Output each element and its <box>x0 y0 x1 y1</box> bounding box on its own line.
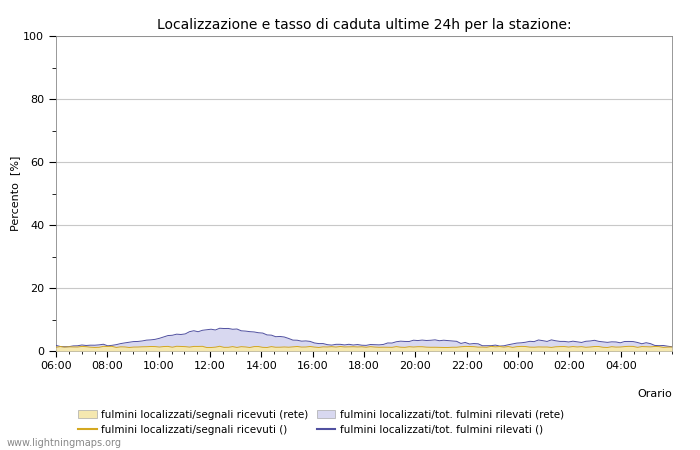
Legend: fulmini localizzati/segnali ricevuti (rete), fulmini localizzati/segnali ricevut: fulmini localizzati/segnali ricevuti (re… <box>78 410 564 435</box>
Text: Orario: Orario <box>637 389 672 399</box>
Y-axis label: Percento  [%]: Percento [%] <box>10 156 20 231</box>
Text: www.lightningmaps.org: www.lightningmaps.org <box>7 438 122 448</box>
Title: Localizzazione e tasso di caduta ultime 24h per la stazione:: Localizzazione e tasso di caduta ultime … <box>157 18 571 32</box>
